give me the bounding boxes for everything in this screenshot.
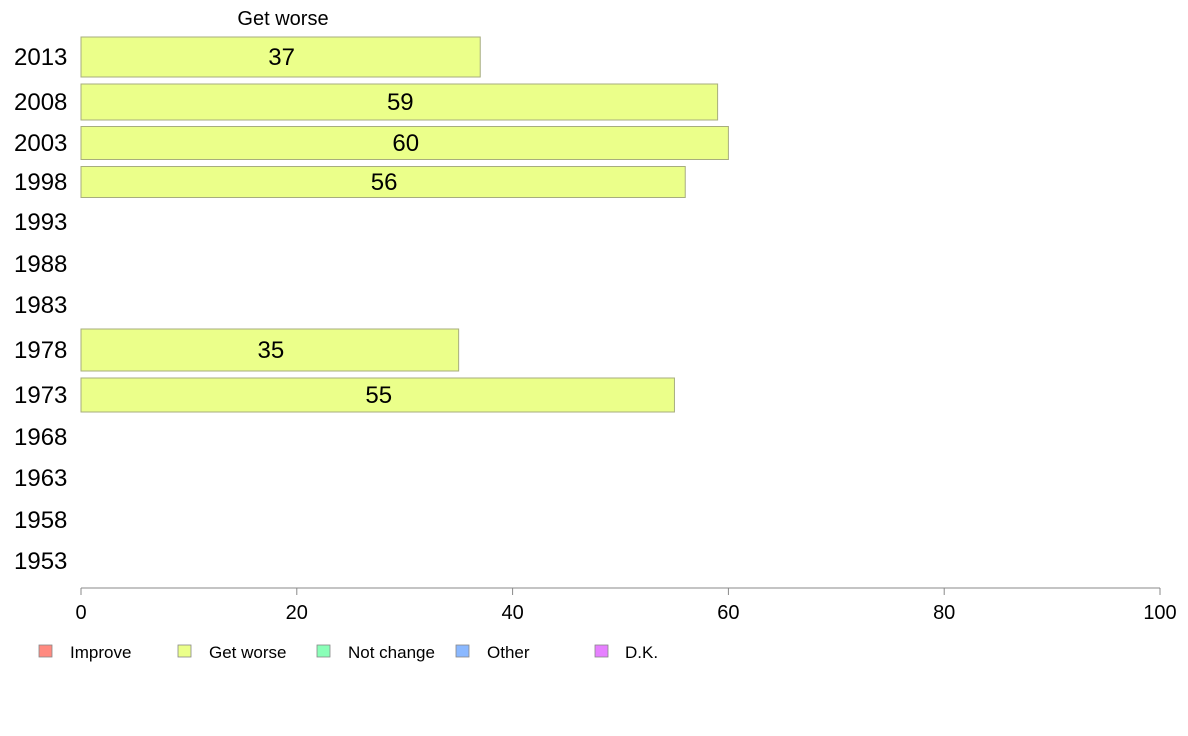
legend-swatch <box>455 644 470 658</box>
x-tick-label: 40 <box>501 602 523 624</box>
category-labels: 2013 2008 2003 1998 1993 1988 1983 1978 1973 1968… <box>14 44 67 575</box>
bar <box>80 328 460 372</box>
data-label: 55 <box>365 382 392 409</box>
x-tick-label: 20 <box>286 602 308 624</box>
category-label: 1988 <box>14 251 67 278</box>
x-tick-label: 100 <box>1143 602 1176 624</box>
data-labels: 37 59 60 56 35 55 <box>257 44 419 409</box>
legend: Improve Get worse Not change Other D.K. <box>38 643 658 662</box>
bar <box>80 377 675 413</box>
category-label: 1978 <box>14 337 67 364</box>
bar <box>80 126 729 160</box>
bar <box>80 36 481 78</box>
legend-swatch <box>177 644 192 658</box>
x-axis: 0 20 40 60 80 100 <box>75 587 1177 624</box>
legend-label: D.K. <box>625 643 658 662</box>
category-label: 1963 <box>14 465 67 492</box>
x-tick-label: 80 <box>933 602 955 624</box>
data-label: 60 <box>392 130 419 157</box>
category-label: 1983 <box>14 292 67 319</box>
data-label: 37 <box>268 44 295 71</box>
bar <box>80 83 719 121</box>
category-label: 1968 <box>14 424 67 451</box>
bar <box>80 166 686 198</box>
legend-swatch <box>38 644 53 658</box>
category-label: 1953 <box>14 548 67 575</box>
category-label: 1973 <box>14 382 67 409</box>
x-tick-label: 0 <box>75 602 86 624</box>
legend-label: Not change <box>348 643 435 662</box>
category-label: 2003 <box>14 130 67 157</box>
category-label: 2008 <box>14 89 67 116</box>
data-label: 59 <box>387 89 414 116</box>
bars <box>80 36 729 413</box>
legend-swatch <box>594 644 609 658</box>
legend-label: Other <box>487 643 530 662</box>
x-tick-label: 60 <box>717 602 739 624</box>
category-label: 1958 <box>14 507 67 534</box>
category-label: 1998 <box>14 169 67 196</box>
legend-label: Get worse <box>209 643 286 662</box>
data-label: 35 <box>257 337 284 364</box>
category-label: 2013 <box>14 44 67 71</box>
series-title: Get worse <box>237 8 328 30</box>
legend-label: Improve <box>70 643 131 662</box>
data-label: 56 <box>371 169 398 196</box>
category-label: 1993 <box>14 209 67 236</box>
legend-swatch <box>316 644 331 658</box>
